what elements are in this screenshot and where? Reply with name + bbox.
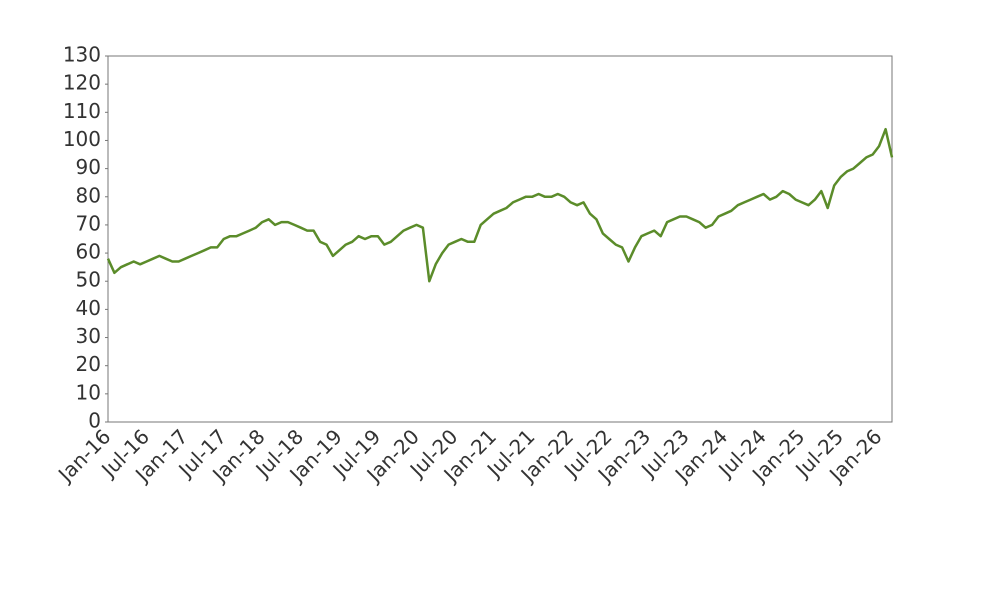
y-tick-label: 130 (63, 43, 101, 67)
y-tick-label: 60 (76, 240, 101, 264)
y-tick-label: 110 (63, 99, 101, 123)
y-tick-label: 30 (76, 324, 101, 348)
y-tick-label: 120 (63, 71, 101, 95)
data-line (106, 127, 894, 283)
y-tick-label: 10 (76, 380, 101, 404)
plot-frame (107, 55, 893, 423)
y-tick-label: 70 (76, 211, 101, 235)
y-tick-label: 50 (76, 268, 101, 292)
y-tick-label: 40 (76, 296, 101, 320)
y-tick-label: 100 (63, 127, 101, 151)
y-tick-label: 0 (88, 409, 101, 433)
y-tick-label: 80 (76, 183, 101, 207)
y-tick-label: 90 (76, 155, 101, 179)
y-tick-label: 20 (76, 352, 101, 376)
